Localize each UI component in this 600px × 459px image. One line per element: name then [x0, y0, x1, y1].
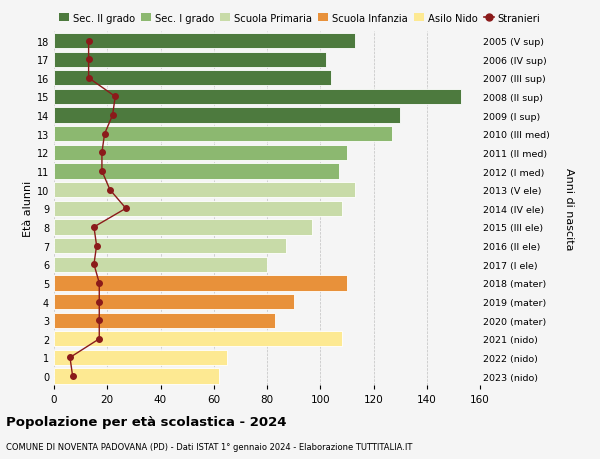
Bar: [54, 52, 326, 67]
Bar: [54, 294, 293, 309]
Bar: [54, 257, 267, 272]
Y-axis label: Età alunni: Età alunni: [23, 181, 32, 237]
Bar: [54, 369, 219, 384]
Bar: [54, 201, 341, 217]
Bar: [54, 146, 347, 161]
Bar: [54, 108, 400, 123]
Bar: [54, 34, 355, 49]
Bar: [54, 275, 347, 291]
Bar: [54, 127, 392, 142]
Bar: [54, 331, 341, 347]
Text: COMUNE DI NOVENTA PADOVANA (PD) - Dati ISTAT 1° gennaio 2024 - Elaborazione TUTT: COMUNE DI NOVENTA PADOVANA (PD) - Dati I…: [6, 442, 412, 451]
Bar: [54, 350, 227, 365]
Text: Popolazione per età scolastica - 2024: Popolazione per età scolastica - 2024: [6, 415, 287, 428]
Bar: [54, 220, 312, 235]
Bar: [54, 164, 339, 179]
Bar: [54, 71, 331, 86]
Bar: [54, 238, 286, 254]
Bar: [54, 90, 461, 105]
Bar: [54, 313, 275, 328]
Legend: Sec. II grado, Sec. I grado, Scuola Primaria, Scuola Infanzia, Asilo Nido, Stran: Sec. II grado, Sec. I grado, Scuola Prim…: [59, 14, 541, 23]
Y-axis label: Anni di nascita: Anni di nascita: [563, 168, 574, 250]
Bar: [54, 183, 355, 198]
